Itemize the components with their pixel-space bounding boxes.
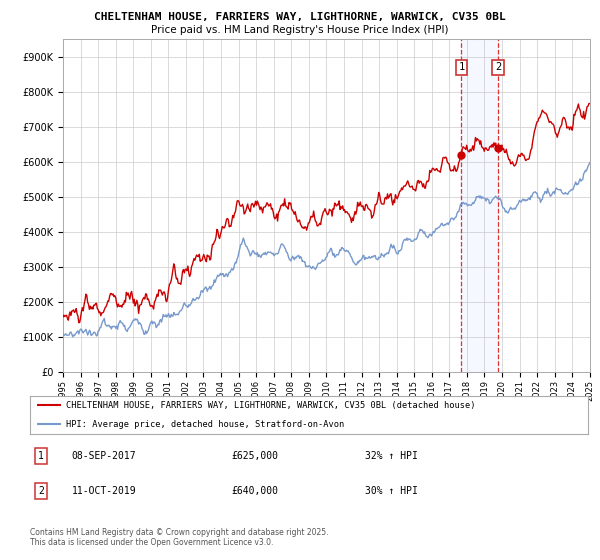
Text: 11-OCT-2019: 11-OCT-2019 [72, 486, 136, 496]
Text: HPI: Average price, detached house, Stratford-on-Avon: HPI: Average price, detached house, Stra… [66, 420, 344, 429]
Text: £640,000: £640,000 [231, 486, 278, 496]
Bar [461, 39, 498, 372]
Text: 1: 1 [38, 451, 44, 461]
Text: CHELTENHAM HOUSE, FARRIERS WAY, LIGHTHORNE, WARWICK, CV35 0BL (detached house): CHELTENHAM HOUSE, FARRIERS WAY, LIGHTHOR… [66, 401, 476, 410]
Text: Price paid vs. HM Land Registry's House Price Index (HPI): Price paid vs. HM Land Registry's House … [151, 25, 449, 35]
Text: 32% ↑ HPI: 32% ↑ HPI [365, 451, 418, 461]
Text: 2: 2 [495, 62, 501, 72]
Text: £625,000: £625,000 [231, 451, 278, 461]
Text: Contains HM Land Registry data © Crown copyright and database right 2025.
This d: Contains HM Land Registry data © Crown c… [30, 528, 329, 547]
Text: 1: 1 [458, 62, 464, 72]
Text: 2: 2 [38, 486, 44, 496]
Text: 08-SEP-2017: 08-SEP-2017 [72, 451, 136, 461]
Text: 30% ↑ HPI: 30% ↑ HPI [365, 486, 418, 496]
Text: CHELTENHAM HOUSE, FARRIERS WAY, LIGHTHORNE, WARWICK, CV35 0BL: CHELTENHAM HOUSE, FARRIERS WAY, LIGHTHOR… [94, 12, 506, 22]
